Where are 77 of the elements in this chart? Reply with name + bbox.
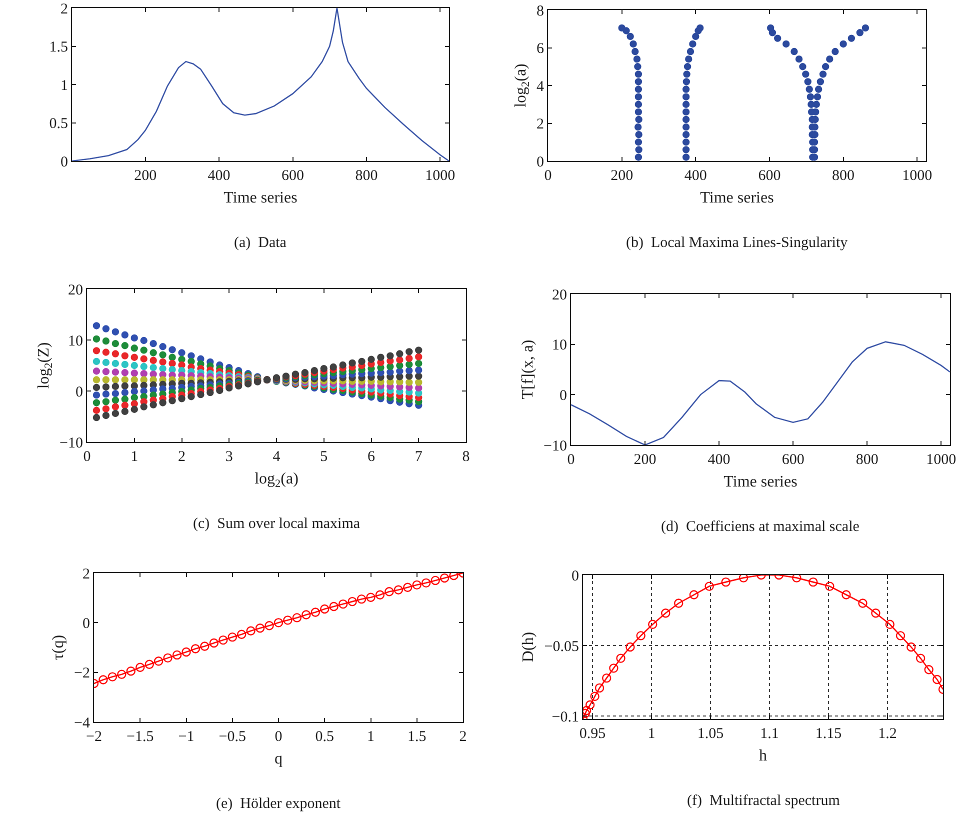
x-tick-label: 600 bbox=[758, 168, 781, 184]
x-axis-title: q bbox=[274, 750, 282, 768]
x-tick-label: 400 bbox=[208, 168, 230, 184]
y-tick-label: 10 bbox=[68, 333, 83, 350]
x-tick-label: 1000 bbox=[926, 452, 956, 468]
x-tick-label: 1.15 bbox=[815, 726, 842, 742]
y-tick-label: 0 bbox=[60, 154, 68, 170]
x-tick-label: −1 bbox=[178, 729, 194, 745]
y-tick-label: 4 bbox=[536, 78, 544, 95]
x-tick-label: 6 bbox=[368, 449, 376, 465]
y-tick-label: 8 bbox=[536, 3, 544, 20]
x-axis-title: Time series bbox=[224, 190, 298, 207]
text: (b) Local Maxima Lines-Singularity bbox=[626, 235, 848, 251]
text: (f) Multifractal spectrum bbox=[687, 793, 840, 809]
x-tick-label: −1.5 bbox=[126, 729, 154, 745]
x-tick-label: 1000 bbox=[425, 168, 456, 184]
y-axis-title: D(h) bbox=[520, 632, 538, 662]
y-tick-label: −2 bbox=[74, 666, 90, 682]
x-tick-label: 600 bbox=[282, 168, 304, 184]
x-tick-label: 200 bbox=[610, 168, 634, 184]
y-tick-label: −4 bbox=[74, 715, 90, 732]
y-tick-label: 0 bbox=[82, 616, 90, 632]
y-tick-label: 0 bbox=[76, 384, 83, 400]
y-axis-title: τ(q) bbox=[50, 634, 67, 660]
x-tick-label: 1 bbox=[648, 726, 656, 742]
y-tick-label: 2 bbox=[82, 566, 90, 582]
x-tick-label: 600 bbox=[782, 452, 804, 468]
x-axis-title: Time series bbox=[700, 190, 774, 207]
x-tick-label: 1.5 bbox=[408, 729, 426, 745]
x-tick-label: 800 bbox=[355, 168, 378, 184]
x-axis-title: h bbox=[759, 748, 767, 765]
text: (e) Hölder exponent bbox=[216, 796, 342, 812]
x-tick-label: 1 bbox=[367, 729, 374, 745]
x-axis-title: log$_{2}$(a) bbox=[254, 470, 298, 490]
y-tick-label: 1 bbox=[60, 78, 68, 94]
y-tick-label: 20 bbox=[552, 287, 567, 304]
y-tick-label: 6 bbox=[536, 41, 544, 57]
x-tick-label: 200 bbox=[134, 168, 157, 184]
x-tick-label: 4 bbox=[272, 449, 281, 465]
y-tick-label: 10 bbox=[552, 338, 567, 354]
x-tick-label: 2 bbox=[178, 449, 186, 465]
x-tick-label: 200 bbox=[634, 452, 656, 468]
y-tick-label: −10 bbox=[60, 435, 83, 452]
x-tick-label: 400 bbox=[708, 452, 730, 468]
x-tick-label: 1.1 bbox=[760, 726, 779, 742]
y-tick-label: 2 bbox=[60, 1, 68, 18]
x-tick-label: −0.5 bbox=[218, 729, 246, 745]
text: (a) Data bbox=[234, 235, 287, 251]
x-tick-label: 1 bbox=[130, 449, 138, 465]
x-tick-label: 0.95 bbox=[579, 726, 606, 742]
x-tick-label: 1.05 bbox=[697, 726, 724, 742]
x-tick-label: 400 bbox=[684, 168, 707, 184]
y-tick-label: 20 bbox=[68, 282, 83, 298]
y-axis-title: T[f](x, a) bbox=[519, 340, 536, 400]
x-tick-label: 2 bbox=[459, 729, 467, 745]
y-tick-label: −0.1 bbox=[552, 709, 579, 726]
x-tick-label: 800 bbox=[856, 452, 878, 468]
x-tick-label: 5 bbox=[320, 449, 328, 465]
y-tick-label: 0 bbox=[560, 388, 567, 404]
y-tick-label: −10 bbox=[544, 438, 567, 454]
x-tick-label: 7 bbox=[414, 449, 423, 465]
x-tick-label: 1.2 bbox=[878, 726, 897, 742]
x-tick-label: 0.5 bbox=[315, 729, 334, 745]
x-tick-label: 0 bbox=[274, 729, 282, 745]
y-tick-label: 1.5 bbox=[49, 40, 68, 56]
x-tick-label: 8 bbox=[462, 449, 470, 465]
x-tick-label: 3 bbox=[225, 449, 233, 465]
x-tick-label: 1000 bbox=[902, 168, 932, 184]
x-tick-label: 800 bbox=[832, 168, 855, 184]
y-tick-label: 0 bbox=[572, 568, 579, 584]
y-tick-label: 2 bbox=[536, 116, 544, 132]
y-tick-label: 0.5 bbox=[49, 116, 68, 132]
text: (d) Coefficiens at maximal scale bbox=[661, 519, 860, 535]
y-tick-label: 0 bbox=[536, 154, 544, 170]
x-axis-title: Time series bbox=[724, 474, 798, 491]
text: (c) Sum over local maxima bbox=[193, 516, 360, 532]
y-tick-label: −0.05 bbox=[544, 638, 579, 655]
